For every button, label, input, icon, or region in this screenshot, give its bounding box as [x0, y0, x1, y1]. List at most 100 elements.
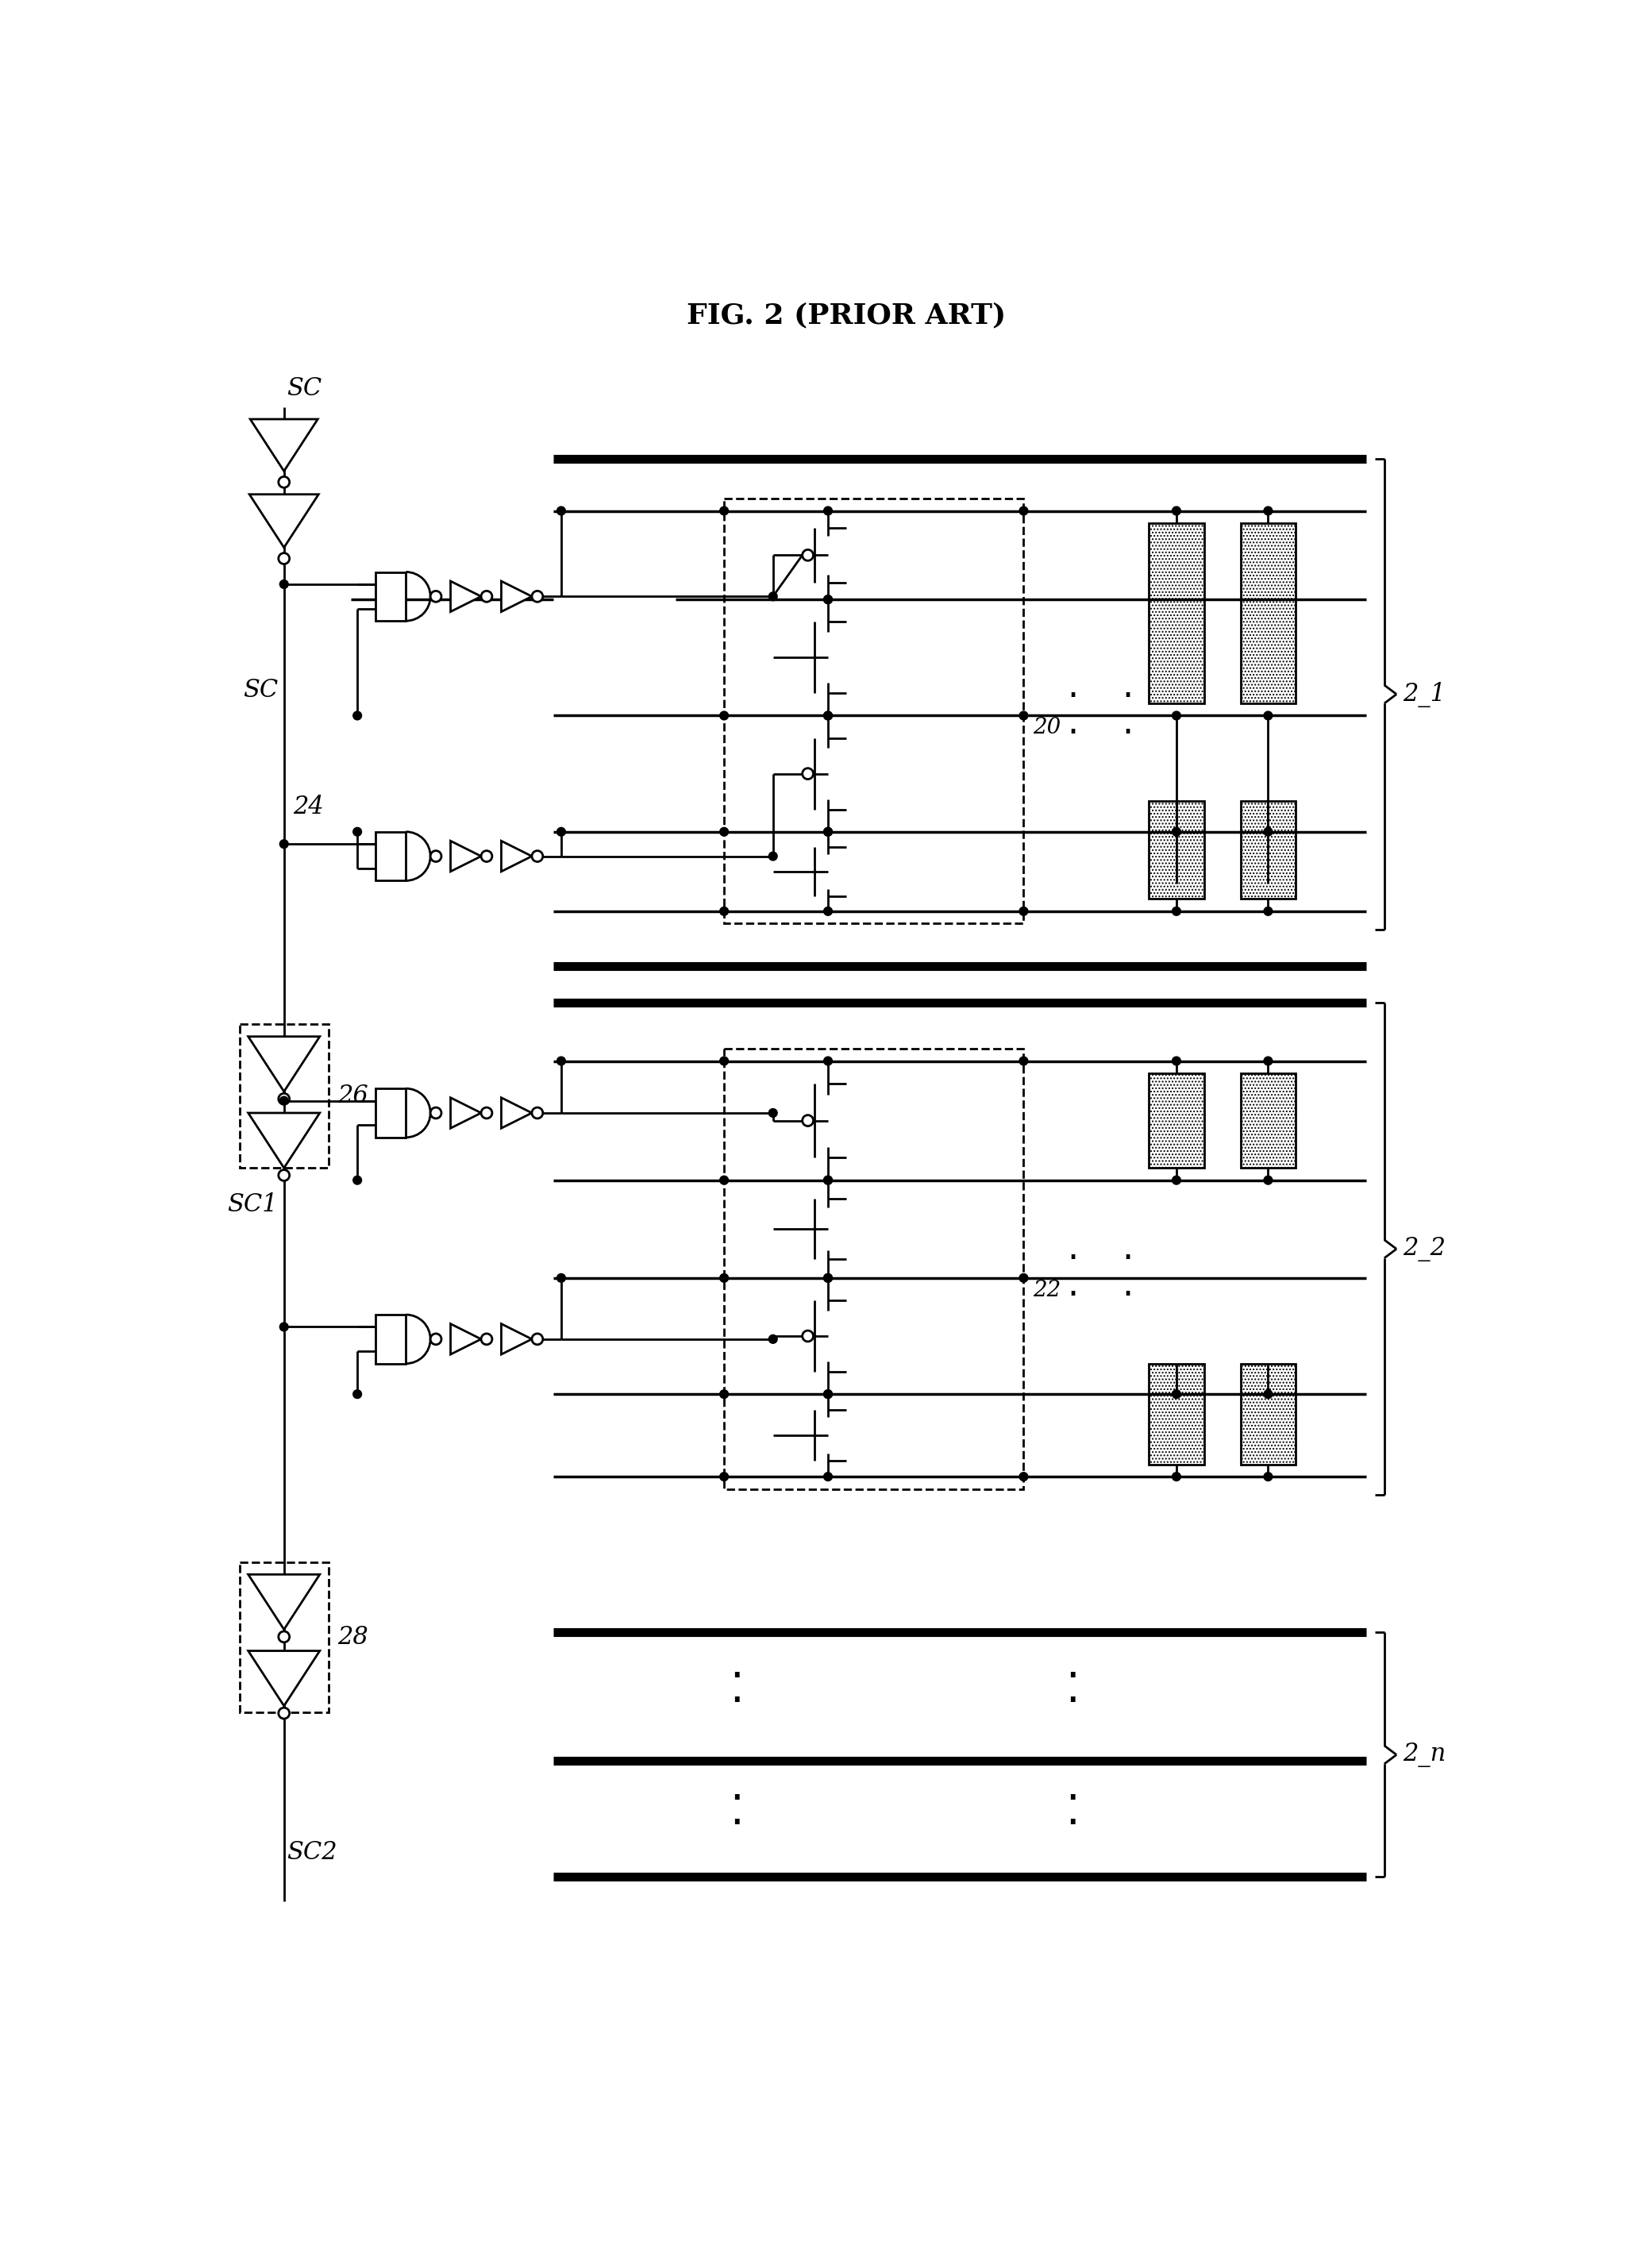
Bar — [1241, 1363, 1295, 1464]
Circle shape — [824, 1273, 833, 1282]
Circle shape — [1173, 828, 1181, 835]
Polygon shape — [249, 494, 319, 548]
Circle shape — [1264, 828, 1272, 835]
Circle shape — [431, 590, 441, 602]
Circle shape — [279, 1096, 287, 1105]
Circle shape — [1173, 1057, 1181, 1066]
Text: 2_1: 2_1 — [1403, 682, 1446, 707]
Circle shape — [720, 907, 729, 916]
Polygon shape — [501, 842, 532, 871]
Circle shape — [824, 712, 833, 721]
Circle shape — [481, 851, 492, 862]
Polygon shape — [248, 1037, 320, 1091]
Circle shape — [1019, 907, 1028, 916]
Polygon shape — [451, 1325, 481, 1354]
Bar — [375, 1089, 406, 1138]
Text: ·: · — [1066, 1803, 1079, 1845]
Bar — [1148, 523, 1204, 703]
Circle shape — [720, 828, 729, 835]
Bar — [1148, 1073, 1204, 1167]
Circle shape — [481, 1107, 492, 1118]
Bar — [240, 1024, 329, 1167]
Text: ·: · — [729, 1682, 743, 1724]
Circle shape — [824, 828, 833, 835]
Text: ·: · — [1067, 680, 1079, 714]
Circle shape — [1173, 1390, 1181, 1399]
Circle shape — [824, 712, 833, 721]
Circle shape — [354, 712, 362, 721]
Circle shape — [279, 1632, 289, 1643]
Circle shape — [720, 1273, 729, 1282]
Text: 26: 26 — [337, 1084, 368, 1109]
Circle shape — [1173, 1176, 1181, 1185]
Circle shape — [768, 1336, 778, 1343]
Text: ·: · — [729, 1803, 743, 1845]
Bar — [1148, 801, 1204, 898]
Circle shape — [824, 595, 833, 604]
Text: SC: SC — [243, 678, 278, 703]
Circle shape — [824, 595, 833, 604]
Circle shape — [824, 1273, 833, 1282]
Circle shape — [824, 507, 833, 514]
Polygon shape — [501, 581, 532, 611]
Circle shape — [824, 1176, 833, 1185]
Polygon shape — [501, 1098, 532, 1129]
Text: SC2: SC2 — [287, 1841, 337, 1866]
Circle shape — [824, 1176, 833, 1185]
Circle shape — [557, 1057, 565, 1066]
Bar — [1241, 801, 1295, 898]
Circle shape — [1264, 1057, 1272, 1066]
Circle shape — [1264, 507, 1272, 514]
Bar — [240, 1563, 329, 1713]
Circle shape — [803, 550, 813, 561]
Bar — [724, 498, 1024, 923]
Text: 2_2: 2_2 — [1403, 1237, 1446, 1262]
Circle shape — [532, 1334, 544, 1345]
Circle shape — [279, 1093, 289, 1105]
Text: ·: · — [1067, 1280, 1079, 1313]
Polygon shape — [501, 1325, 532, 1354]
Circle shape — [1264, 712, 1272, 721]
Polygon shape — [248, 1114, 320, 1167]
Text: 2_n: 2_n — [1403, 1742, 1446, 1767]
Circle shape — [532, 1107, 544, 1118]
Circle shape — [1264, 1176, 1272, 1185]
Circle shape — [824, 1390, 833, 1399]
Circle shape — [824, 1473, 833, 1482]
Polygon shape — [451, 1098, 481, 1129]
Circle shape — [824, 1057, 833, 1066]
Circle shape — [768, 593, 778, 602]
Circle shape — [720, 1473, 729, 1482]
Bar — [724, 1048, 1024, 1488]
Circle shape — [803, 1116, 813, 1127]
Circle shape — [1019, 712, 1028, 721]
Bar — [1148, 1363, 1204, 1464]
Circle shape — [1264, 1473, 1272, 1482]
Circle shape — [1173, 1473, 1181, 1482]
Text: ·: · — [1122, 680, 1133, 714]
Text: ·: · — [729, 1780, 743, 1823]
Circle shape — [279, 579, 287, 588]
Circle shape — [824, 1390, 833, 1399]
Circle shape — [720, 507, 729, 514]
Text: ·: · — [1066, 1682, 1079, 1724]
Circle shape — [279, 1322, 287, 1331]
Text: ·: · — [729, 1657, 743, 1699]
Circle shape — [824, 828, 833, 835]
Circle shape — [431, 1334, 441, 1345]
Text: 22: 22 — [1032, 1280, 1061, 1300]
Circle shape — [481, 1334, 492, 1345]
Circle shape — [279, 552, 289, 563]
Circle shape — [481, 590, 492, 602]
Text: ·: · — [1066, 1657, 1079, 1699]
Circle shape — [354, 828, 362, 835]
Circle shape — [803, 1331, 813, 1343]
Circle shape — [279, 1708, 289, 1720]
Circle shape — [1019, 1473, 1028, 1482]
Circle shape — [557, 507, 565, 514]
Circle shape — [431, 851, 441, 862]
Circle shape — [1264, 907, 1272, 916]
Text: ·: · — [1067, 1241, 1079, 1277]
Text: ·: · — [1122, 716, 1133, 752]
Circle shape — [279, 840, 287, 849]
